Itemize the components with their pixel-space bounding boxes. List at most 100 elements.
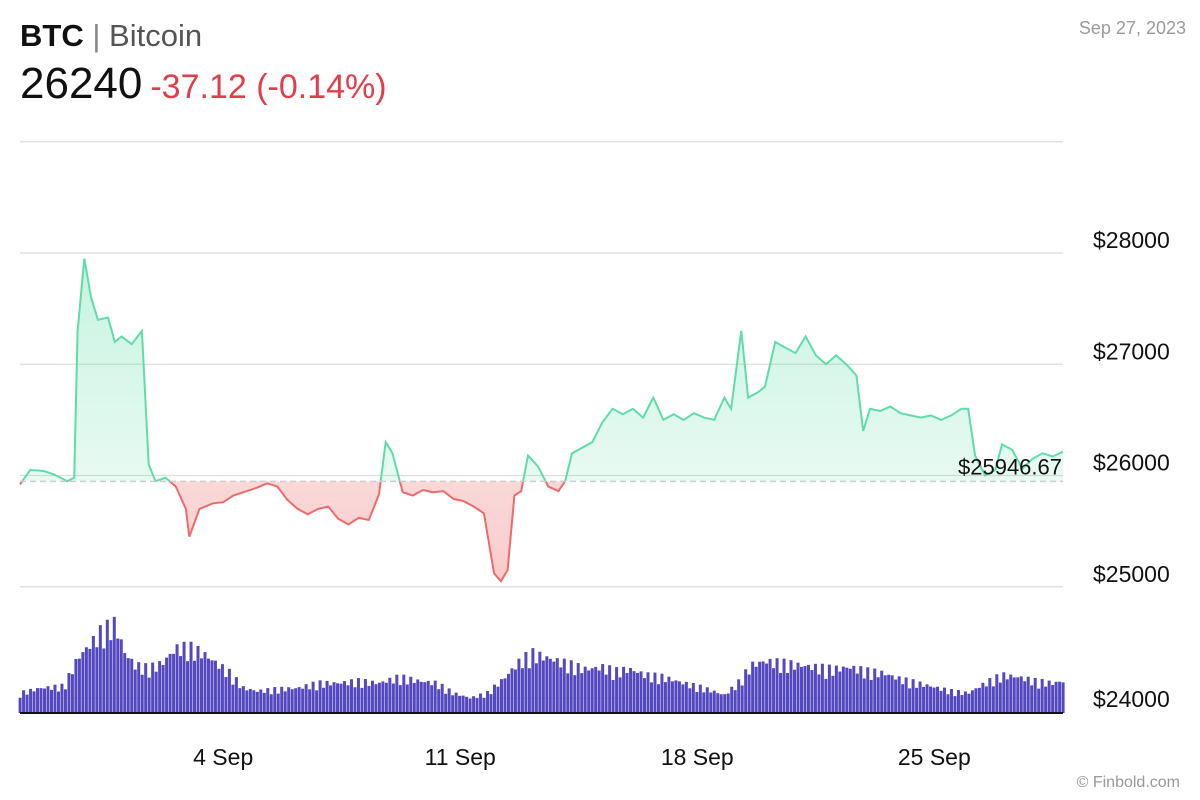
- volume-bar: [936, 686, 940, 713]
- volume-bar: [517, 658, 521, 713]
- volume-bar: [262, 692, 266, 713]
- volume-bar: [220, 664, 224, 713]
- volume-bar: [545, 656, 549, 713]
- volume-bar: [702, 692, 706, 713]
- volume-bar: [810, 670, 814, 713]
- volume-bar: [105, 619, 109, 713]
- volume-bar: [677, 681, 681, 713]
- volume-bar: [942, 687, 946, 713]
- volume-bar: [175, 644, 179, 713]
- volume-bar: [1040, 678, 1044, 713]
- volume-bar: [506, 673, 510, 713]
- volume-bar: [1051, 684, 1055, 713]
- volume-bar: [541, 660, 545, 713]
- volume-bar: [963, 691, 967, 713]
- volume-bar: [224, 676, 228, 713]
- volume-bar: [447, 688, 451, 713]
- volume-bar: [834, 665, 838, 713]
- price-change: -37.12 (-0.14%): [150, 68, 387, 106]
- volume-bar: [806, 664, 810, 713]
- volume-bar: [381, 681, 385, 713]
- volume-bar: [269, 694, 273, 713]
- volume-bar: [772, 668, 776, 713]
- volume-bar: [597, 670, 601, 713]
- volume-bar: [813, 663, 817, 713]
- volume-bar: [786, 673, 790, 713]
- volume-bar: [698, 684, 702, 713]
- volume-bar: [468, 698, 472, 713]
- volume-bar: [583, 666, 587, 713]
- volume-bar: [193, 660, 197, 713]
- y-tick-label: $27000: [1093, 338, 1170, 364]
- volume-bar: [866, 667, 870, 713]
- volume-bar: [158, 661, 162, 713]
- volume-bar: [915, 687, 919, 713]
- volume-bar: [1023, 681, 1027, 713]
- volume-bar: [894, 679, 898, 713]
- volume-bar: [726, 693, 730, 713]
- asset-name: Bitcoin: [109, 18, 203, 53]
- volume-bar: [1002, 672, 1006, 713]
- volume-bar: [238, 688, 242, 713]
- volume-bar: [423, 682, 427, 713]
- volume-bar: [353, 687, 357, 713]
- title-separator: |: [92, 18, 101, 53]
- volume-bar: [695, 692, 699, 713]
- volume-bar: [444, 693, 448, 713]
- volume-bar: [255, 691, 259, 713]
- volume-bar: [1033, 677, 1037, 713]
- volume-bar: [430, 685, 434, 713]
- volume-bar: [154, 671, 158, 713]
- volume-bar: [213, 660, 217, 713]
- volume-bar: [67, 672, 71, 713]
- y-tick-label: $26000: [1093, 450, 1170, 476]
- price-line-up: [20, 258, 1064, 482]
- volume-bar: [520, 668, 524, 713]
- volume-bar: [189, 641, 193, 713]
- volume-bar: [130, 658, 134, 713]
- volume-bar: [601, 664, 605, 713]
- volume-bar: [451, 695, 455, 713]
- volume-bar: [939, 690, 943, 713]
- volume-bar: [548, 658, 552, 713]
- volume-bar: [461, 695, 465, 713]
- volume-bar: [817, 674, 821, 713]
- volume-bar: [1016, 677, 1020, 713]
- volume-bar: [904, 677, 908, 713]
- volume-bar: [587, 670, 591, 713]
- volume-bar: [98, 625, 102, 713]
- volume-bar: [622, 666, 626, 713]
- title-row: BTC | Bitcoin: [20, 14, 387, 58]
- volume-bar: [133, 669, 137, 713]
- volume-bar: [252, 690, 256, 713]
- volume-bar: [929, 686, 933, 713]
- volume-bar: [831, 675, 835, 713]
- volume-bar: [740, 685, 744, 713]
- volume-bar: [737, 679, 741, 713]
- volume-bar: [747, 674, 751, 713]
- volume-bar: [412, 682, 416, 713]
- volume-bar: [534, 663, 538, 713]
- volume-bar: [126, 658, 130, 713]
- volume-bar: [719, 694, 723, 713]
- volume-bar: [779, 673, 783, 713]
- y-axis: $28000 $27000 $26000 $25000 $24000: [1093, 227, 1170, 712]
- volume-bar: [112, 616, 116, 713]
- volume-bar: [196, 646, 200, 713]
- volume-bar: [84, 647, 88, 713]
- volume-bar: [604, 674, 608, 713]
- volume-bar: [960, 695, 964, 713]
- volume-bar: [360, 687, 364, 713]
- volume-bar: [199, 658, 203, 713]
- volume-bar: [991, 686, 995, 713]
- volume-bar: [119, 639, 123, 713]
- volume-bar: [733, 690, 737, 713]
- volume-bar: [398, 685, 402, 713]
- volume-bar: [273, 687, 277, 713]
- y-tick-label: $24000: [1093, 686, 1170, 712]
- volume-bar: [349, 679, 353, 713]
- volume-bar: [995, 674, 999, 713]
- current-price: 26240: [20, 59, 143, 108]
- volume-bar: [32, 691, 36, 713]
- volume-bar: [363, 679, 367, 713]
